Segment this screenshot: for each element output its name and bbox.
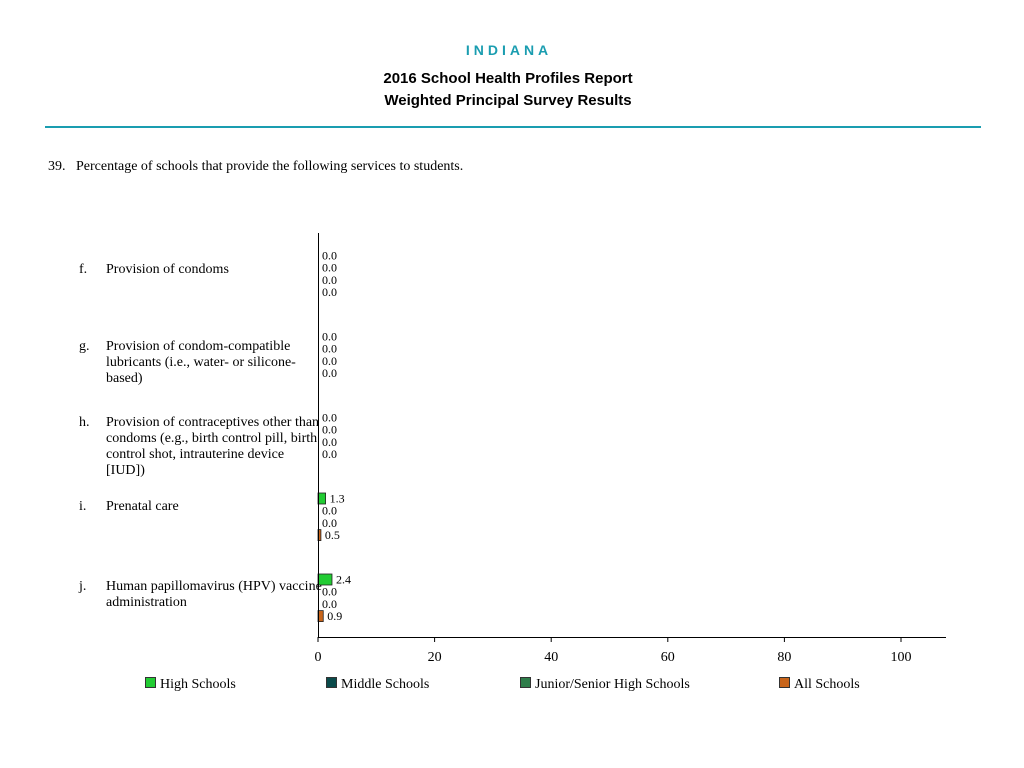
data-label: 0.0	[322, 366, 337, 380]
data-label: 1.3	[330, 492, 345, 506]
item-label: Provision of condoms	[106, 262, 229, 277]
legend-swatch	[145, 677, 156, 688]
data-label: 0.0	[322, 504, 337, 518]
x-tick-label: 80	[777, 650, 791, 665]
item-letter: j.	[79, 579, 87, 594]
item-letter: h.	[79, 415, 90, 430]
data-label: 0.0	[322, 447, 337, 461]
item-label: Provision of contraceptives other than c…	[106, 415, 320, 478]
data-label: 0.9	[327, 609, 342, 623]
legend-item-high-schools: High Schools	[145, 677, 236, 693]
data-label: 0.0	[322, 249, 337, 263]
data-label: 0.0	[322, 330, 337, 344]
item-label: Provision of condom-compatible lubricant…	[106, 339, 296, 386]
item-letter: i.	[79, 499, 87, 514]
report-subtitle: Weighted Principal Survey Results	[384, 92, 632, 109]
legend-label: All Schools	[794, 677, 860, 692]
data-label: 0.0	[322, 585, 337, 599]
legend-swatch	[520, 677, 531, 688]
question: 39. Percentage of schools that provide th…	[48, 159, 463, 175]
legend-label: High Schools	[160, 677, 236, 692]
x-tick-label: 60	[661, 650, 675, 665]
question-number: 39.	[48, 159, 66, 174]
data-label: 0.0	[322, 261, 337, 275]
legend-label: Middle Schools	[341, 677, 430, 692]
item-label: Prenatal care	[106, 499, 179, 514]
bar	[317, 492, 326, 505]
x-tick-label: 0	[315, 650, 322, 665]
question-text: Percentage of schools that provide the f…	[76, 159, 464, 174]
data-label: 0.5	[325, 528, 340, 542]
report-title: 2016 School Health Profiles Report	[383, 70, 633, 87]
item-letter: g.	[79, 339, 90, 354]
data-label: 0.0	[322, 516, 337, 530]
legend-item-middle-schools: Middle Schools	[326, 677, 429, 693]
data-label: 0.0	[322, 423, 337, 437]
state-title: INDIANA	[465, 42, 553, 58]
x-tick-label: 20	[428, 650, 442, 665]
data-label: 0.0	[322, 354, 337, 368]
legend-item-junior-senior-high-schools: Junior/Senior High Schools	[520, 677, 690, 693]
data-label: 0.0	[322, 342, 337, 356]
data-label: 2.4	[336, 573, 351, 587]
legend-label: Junior/Senior High Schools	[535, 677, 690, 692]
x-tick-label: 100	[891, 650, 912, 665]
bar	[317, 573, 333, 586]
legend-swatch	[779, 677, 790, 688]
header-divider	[45, 126, 981, 128]
x-tick-label: 40	[544, 650, 558, 665]
data-label: 0.0	[322, 285, 337, 299]
legend-swatch	[326, 677, 337, 688]
legend-item-all-schools: All Schools	[779, 677, 860, 693]
item-label: Human papillomavirus (HPV) vaccine admin…	[106, 579, 322, 610]
data-label: 0.0	[322, 411, 337, 425]
data-label: 0.0	[322, 597, 337, 611]
item-letter: f.	[79, 262, 88, 277]
data-label: 0.0	[322, 435, 337, 449]
data-label: 0.0	[322, 273, 337, 287]
